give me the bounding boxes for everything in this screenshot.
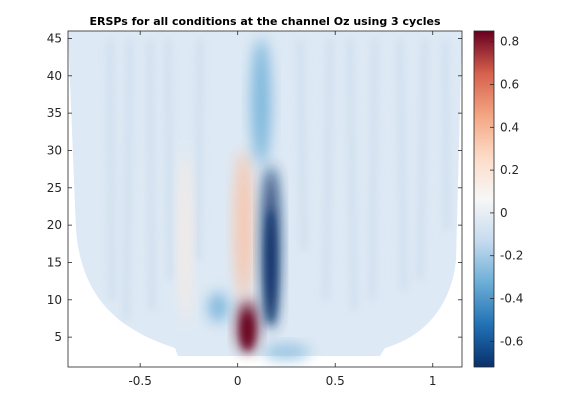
x-axis: -0.5 0 0.5 1 (128, 31, 437, 388)
ersp-heatmap (67, 30, 463, 368)
ersp-feature (263, 344, 310, 360)
y-tick-label: 35 (47, 106, 62, 120)
ersp-feature (208, 292, 228, 323)
ersp-feature-core (242, 313, 253, 351)
x-tick-label: 0.5 (326, 374, 345, 388)
ersp-feature (234, 150, 253, 300)
y-tick-label: 40 (47, 69, 62, 83)
colorbar-tick-label: -0.4 (500, 292, 523, 306)
colorbar: -0.6 -0.4 -0.2 0 0.2 0.4 0.6 0.8 (473, 30, 523, 368)
plot-frame (67, 30, 463, 368)
ersp-feature (179, 150, 191, 323)
y-tick-label: 20 (47, 218, 62, 232)
colorbar-tick-label: 0.6 (500, 78, 519, 92)
y-tick-label: 15 (47, 255, 62, 269)
x-tick-label: 1 (429, 374, 437, 388)
vertical-streak-pattern (107, 39, 450, 321)
y-tick-label: 5 (54, 330, 62, 344)
y-tick-label: 10 (47, 293, 62, 307)
colorbar-frame (473, 30, 495, 368)
colorbar-tick-label: 0 (500, 206, 508, 220)
colorbar-tick-label: -0.6 (500, 334, 523, 348)
ersp-feature (251, 38, 271, 166)
x-tick-label: 0 (234, 374, 242, 388)
ersp-features (179, 38, 310, 360)
y-axis: 5 10 15 20 25 30 35 40 45 (47, 31, 462, 344)
chart-title: ERSPs for all conditions at the channel … (89, 15, 440, 28)
colorbar-gradient (474, 31, 494, 367)
colorbar-tick-label: -0.2 (500, 249, 523, 263)
x-tick-label: -0.5 (128, 374, 151, 388)
y-tick-label: 45 (47, 31, 62, 45)
colorbar-tick-label: 0.8 (500, 35, 519, 49)
y-tick-label: 25 (47, 181, 62, 195)
colorbar-ticks: -0.6 -0.4 -0.2 0 0.2 0.4 0.6 0.8 (490, 35, 523, 348)
colorbar-tick-label: 0.2 (500, 163, 519, 177)
y-tick-label: 30 (47, 143, 62, 157)
ersp-feature-core (266, 209, 276, 325)
colorbar-tick-label: 0.4 (500, 120, 519, 134)
